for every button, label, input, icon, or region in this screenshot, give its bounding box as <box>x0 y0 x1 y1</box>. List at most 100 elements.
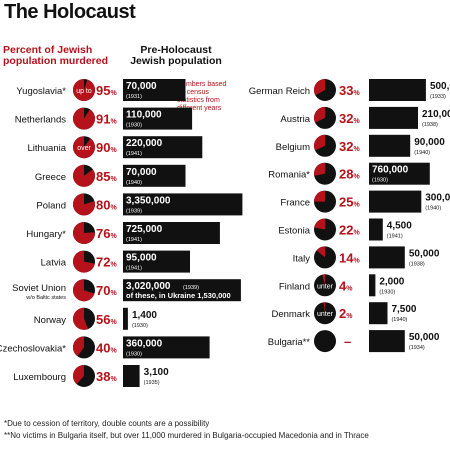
percent-number: 70 <box>96 283 110 298</box>
population-value: 3,020,000 <box>126 281 171 292</box>
percent-value: 22% <box>339 223 360 238</box>
population-bar <box>369 79 426 101</box>
population-bar <box>123 164 186 187</box>
percent-number: 33 <box>339 83 353 98</box>
pie-slice <box>73 250 95 273</box>
population-value: 300,000 <box>425 193 450 204</box>
pie-slice <box>314 134 325 151</box>
population-bar <box>369 274 376 297</box>
footnote-1: *Due to cession of territory, double cou… <box>4 419 210 428</box>
census-note-line-2: on census <box>177 89 209 96</box>
country-label: Latvia <box>41 258 67 269</box>
country-sublabel: w/o Baltic states <box>25 295 66 301</box>
percent-number: 56 <box>96 312 110 327</box>
country-label: Bulgaria** <box>268 337 311 348</box>
pie-slice <box>323 302 325 314</box>
population-value: 360,000 <box>126 338 163 349</box>
percent-sign: % <box>110 233 117 240</box>
census-note-line-3: statistics from <box>177 97 220 104</box>
population-header-line-2: Jewish population <box>130 55 222 67</box>
percent-value: 33% <box>339 83 360 98</box>
census-note-line-4: different years <box>177 105 222 112</box>
percent-sign: % <box>353 257 360 264</box>
population-bar <box>123 307 128 330</box>
percent-value: 4% <box>339 278 353 293</box>
population-value: 70,000 <box>126 167 157 178</box>
population-value: 210,000 <box>422 109 450 120</box>
country-label: Estonia <box>278 226 310 237</box>
percent-number: 90 <box>96 140 110 155</box>
percent-number: 72 <box>96 255 110 270</box>
holocaust-chart: Yugoslavia* up to 95% 70,000 (1931) Netherlan… <box>0 79 450 387</box>
country-label: Yugoslavia* <box>16 86 66 97</box>
percent-sign: % <box>110 376 117 383</box>
country-label: Norway <box>34 315 66 326</box>
population-value: 760,000 <box>372 165 409 176</box>
population-value: 110,000 <box>126 110 162 121</box>
percent-value: 91% <box>96 112 117 127</box>
country-label: German Reich <box>249 86 310 97</box>
census-year: (1931) <box>126 94 142 100</box>
percent-sign: % <box>110 119 117 126</box>
percent-sign: % <box>353 174 360 181</box>
percent-number: 2 <box>339 306 346 321</box>
population-bar <box>123 279 241 302</box>
percent-sign: % <box>110 204 117 211</box>
percent-sign: % <box>353 118 360 125</box>
percent-value: – <box>344 334 351 349</box>
census-year: (1941) <box>126 151 142 157</box>
percent-number: 91 <box>96 112 110 127</box>
population-bar <box>123 193 243 216</box>
census-year: (1941) <box>387 234 403 240</box>
percent-number: 4 <box>339 278 347 293</box>
percent-number: 32 <box>339 139 353 154</box>
pie-slice <box>73 164 96 187</box>
pie-qualifier: over <box>77 145 91 152</box>
pie-base <box>314 330 336 353</box>
census-year: (1940) <box>414 150 430 156</box>
country-label: Greece <box>35 172 66 183</box>
pie-slice <box>316 246 325 258</box>
pie-qualifier: up to <box>76 88 92 95</box>
footnote-2: **No victims in Bulgaria itself, but ove… <box>4 431 369 440</box>
census-year: (1935) <box>144 380 160 386</box>
population-bar <box>369 302 388 325</box>
census-year: (1930) <box>126 123 142 129</box>
census-note-line-1: Numbers based <box>177 81 227 88</box>
percent-value: 28% <box>339 167 360 182</box>
pie-slice <box>73 136 96 159</box>
pie-slice <box>73 222 96 245</box>
percent-value: 2% <box>339 306 353 321</box>
census-year: (1938) <box>422 122 438 128</box>
pie-slice <box>72 336 84 357</box>
population-value: 4,500 <box>387 221 412 232</box>
population-value: 725,000 <box>126 224 163 235</box>
country-label: Romania* <box>268 170 310 181</box>
percent-value: 72% <box>96 255 117 270</box>
census-year: (1930) <box>132 323 148 329</box>
percent-sign: % <box>110 319 117 326</box>
population-extra: of these, in Ukraine 1,530,000 <box>126 291 231 300</box>
census-year: (1938) <box>409 261 425 267</box>
pie-slice <box>313 79 325 96</box>
country-label: Czechoslovakia* <box>0 343 66 354</box>
country-label: Finland <box>279 281 310 292</box>
population-bar <box>369 162 430 185</box>
percent-header-line-2: population murdered <box>3 55 108 67</box>
percent-value: 40% <box>96 340 117 355</box>
census-year: (1940) <box>126 180 142 186</box>
population-value: 3,100 <box>144 367 169 378</box>
pie-slice <box>72 193 95 216</box>
country-label: Italy <box>293 253 311 264</box>
percent-sign: % <box>110 176 117 183</box>
census-year: (1930) <box>372 178 388 184</box>
percent-value: 90% <box>96 140 117 155</box>
population-bar <box>123 107 193 130</box>
population-value: 7,500 <box>391 304 416 315</box>
percent-value: 14% <box>339 250 360 265</box>
population-bar <box>123 222 220 244</box>
census-year: (1930) <box>379 289 395 295</box>
percent-number: 38 <box>96 369 110 384</box>
population-bar <box>369 106 418 129</box>
percent-sign: % <box>353 146 360 153</box>
